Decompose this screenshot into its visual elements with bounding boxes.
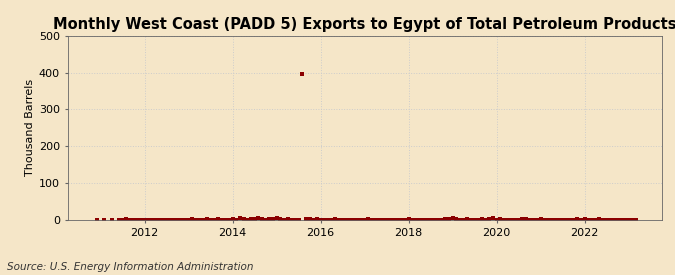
Text: Source: U.S. Energy Information Administration: Source: U.S. Energy Information Administ… [7, 262, 253, 272]
Title: Monthly West Coast (PADD 5) Exports to Egypt of Total Petroleum Products: Monthly West Coast (PADD 5) Exports to E… [53, 17, 675, 32]
Y-axis label: Thousand Barrels: Thousand Barrels [24, 79, 34, 177]
